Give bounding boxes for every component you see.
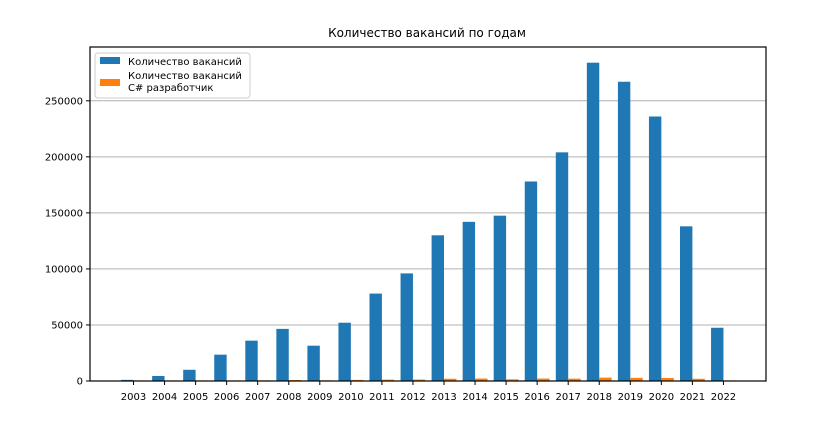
x-tick-label: 2014 (462, 392, 487, 403)
bar-csharp-2014 (475, 378, 488, 381)
x-tick-label: 2009 (307, 392, 332, 403)
x-tick-label: 2015 (493, 392, 518, 403)
bar-csharp-2021 (692, 378, 705, 381)
bar-vacancies-2014 (462, 221, 476, 381)
legend-swatch-vacancies (100, 57, 120, 64)
bar-vacancies-2013 (431, 235, 444, 381)
legend-label-csharp: Количество вакансий C# разработчик (128, 71, 242, 94)
x-tick-label: 2010 (338, 392, 363, 403)
x-tick-label: 2012 (400, 392, 425, 403)
legend-label-line: C# разработчик (128, 83, 213, 94)
bar-vacancies-2017 (555, 152, 569, 381)
y-axis: 0 50000 100000 150000 200000 250000 (45, 96, 90, 388)
legend-label-line: Количество вакансий (128, 71, 242, 82)
bar-vacancies-2020 (648, 116, 662, 381)
bar-vacancies-2007 (245, 340, 258, 381)
x-tick-label: 2008 (276, 392, 301, 403)
bar-csharp-2015 (506, 379, 519, 381)
bar-vacancies-2008 (276, 328, 289, 381)
y-tick-label: 150000 (45, 208, 83, 219)
bar-csharp-2012 (412, 379, 426, 381)
legend: Количество вакансий Количество вакансий C… (94, 52, 251, 99)
bar-vacancies-2004 (152, 375, 165, 381)
x-axis: 2003 2004 2005 2006 2007 2008 2009 2010 2011 2012… (121, 381, 736, 403)
bar-csharp-2013 (444, 378, 457, 381)
plot-frame (89, 46, 767, 382)
bar-csharp-2019 (630, 377, 643, 381)
x-tick-label: 2005 (183, 392, 208, 403)
x-tick-label: 2016 (524, 392, 549, 403)
x-tick-label: 2021 (680, 392, 705, 403)
x-tick-label: 2013 (431, 392, 456, 403)
bar-vacancies-2010 (338, 322, 351, 381)
bar-vacancies-2019 (617, 81, 631, 381)
bar-csharp-2018 (599, 377, 612, 381)
bar-csharp-2017 (568, 378, 581, 381)
bar-vacancies-2012 (400, 273, 413, 381)
bar-csharp-2011 (381, 379, 395, 381)
bar-vacancies-2015 (493, 215, 507, 381)
x-tick-label: 2022 (711, 392, 736, 403)
bar-vacancies-2006 (214, 354, 227, 381)
legend-label-line: Количество вакансий (128, 57, 242, 68)
x-tick-label: 2003 (121, 392, 146, 403)
x-tick-label: 2020 (649, 392, 674, 403)
bar-csharp-2020 (661, 377, 674, 381)
legend-swatch-csharp (100, 79, 120, 86)
legend-box (94, 52, 251, 99)
bars (121, 62, 736, 381)
bar-vacancies-2009 (307, 345, 320, 381)
bar-csharp-2016 (537, 378, 550, 381)
x-tick-label: 2019 (618, 392, 643, 403)
x-tick-label: 2011 (369, 392, 394, 403)
x-tick-label: 2017 (555, 392, 580, 403)
x-tick-label: 2006 (214, 392, 239, 403)
y-tick-label: 250000 (45, 96, 83, 107)
y-tick-label: 50000 (51, 320, 83, 331)
bar-vacancies-2018 (586, 62, 600, 381)
y-tick-label: 0 (77, 377, 83, 388)
bar-vacancies-2022 (711, 327, 724, 381)
y-tick-label: 100000 (45, 264, 83, 275)
bar-vacancies-2021 (680, 226, 693, 381)
bar-vacancies-2005 (183, 369, 196, 381)
x-tick-label: 2004 (152, 392, 177, 403)
chart-title: Количество вакансий по годам (328, 26, 526, 40)
x-tick-label: 2018 (587, 392, 612, 403)
y-tick-label: 200000 (45, 152, 83, 163)
bar-vacancies-2011 (369, 293, 382, 381)
x-tick-label: 2007 (245, 392, 270, 403)
legend-label-vacancies: Количество вакансий (128, 57, 242, 68)
bar-vacancies-2016 (524, 181, 538, 381)
